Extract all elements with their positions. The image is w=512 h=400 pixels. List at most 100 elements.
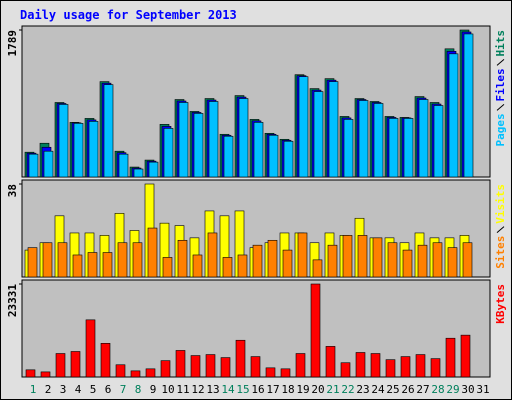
legend-label: Pages — [494, 113, 507, 146]
bar — [415, 354, 426, 378]
bar — [132, 242, 143, 278]
bar — [433, 105, 444, 178]
x-tick-label: 30 — [461, 383, 474, 396]
bar — [43, 150, 54, 178]
bar — [402, 249, 413, 278]
bar — [163, 128, 174, 178]
bar — [115, 364, 126, 378]
x-tick-label: 4 — [75, 383, 82, 396]
x-tick-label: 2 — [45, 383, 52, 396]
bar — [357, 235, 368, 278]
bar — [88, 121, 99, 178]
bar — [117, 242, 128, 278]
bar — [70, 351, 81, 378]
x-tick-label: 31 — [476, 383, 489, 396]
x-tick-label: 11 — [176, 383, 189, 396]
x-tick-label: 29 — [446, 383, 459, 396]
legend-label: KBytes — [494, 284, 507, 324]
bar — [373, 103, 384, 178]
bar — [295, 353, 306, 378]
bar — [85, 319, 96, 378]
x-tick-label: 23 — [356, 383, 369, 396]
bar — [42, 242, 53, 278]
x-tick-label: 9 — [150, 383, 157, 396]
bar — [205, 354, 216, 378]
bar — [27, 247, 38, 278]
x-tick-label: 28 — [431, 383, 444, 396]
bar — [282, 249, 293, 278]
chart-title: Daily usage for September 2013 — [20, 8, 237, 22]
bar — [355, 352, 366, 378]
bar — [175, 350, 186, 378]
bar — [87, 252, 98, 278]
legend-label: Hits — [494, 30, 507, 57]
bar — [283, 140, 294, 178]
x-tick-label: 18 — [281, 383, 294, 396]
bar — [448, 53, 459, 178]
bar — [400, 356, 411, 378]
bar — [73, 123, 84, 178]
x-tick-label: 7 — [120, 383, 127, 396]
bar — [133, 168, 144, 178]
bar — [340, 362, 351, 378]
bar — [297, 232, 308, 278]
bar — [447, 247, 458, 278]
bar — [220, 357, 231, 378]
x-tick-label: 16 — [251, 383, 264, 396]
x-tick-label: 26 — [401, 383, 414, 396]
bar — [192, 254, 203, 278]
bar — [298, 76, 309, 178]
bar — [253, 122, 264, 178]
bar — [372, 237, 383, 278]
bar — [388, 118, 399, 178]
bar — [57, 242, 68, 278]
bar — [208, 101, 219, 178]
bar — [358, 100, 369, 178]
x-tick-label: 19 — [296, 383, 309, 396]
bar — [312, 259, 323, 278]
x-tick-label: 1 — [30, 383, 37, 396]
x-tick-label: 8 — [135, 383, 142, 396]
bar — [460, 334, 471, 378]
bar — [265, 367, 276, 378]
x-tick-label: 12 — [191, 383, 204, 396]
x-tick-label: 22 — [341, 383, 354, 396]
bar — [250, 356, 261, 378]
bar — [328, 81, 339, 178]
bar — [223, 135, 234, 178]
bar — [267, 239, 278, 278]
bar — [145, 368, 156, 378]
bar — [387, 242, 398, 278]
bar — [147, 227, 158, 278]
bar — [327, 244, 338, 278]
bar — [28, 153, 39, 178]
y-tick-label: 1789 — [6, 30, 19, 57]
bar — [103, 84, 114, 178]
y-tick-label: 23331 — [6, 284, 19, 317]
bar — [370, 353, 381, 378]
x-tick-label: 21 — [326, 383, 339, 396]
bar — [325, 346, 336, 378]
bar — [100, 343, 111, 378]
bar — [268, 134, 279, 178]
bar — [238, 98, 249, 178]
bar — [25, 369, 36, 378]
y-tick-label: 38 — [6, 184, 19, 197]
bar — [462, 242, 473, 278]
x-tick-label: 17 — [266, 383, 279, 396]
bar — [343, 119, 354, 178]
x-tick-label: 25 — [386, 383, 399, 396]
bar — [430, 358, 441, 378]
x-tick-label: 27 — [416, 383, 429, 396]
bar — [235, 339, 246, 378]
bar — [162, 257, 173, 278]
bar — [342, 235, 353, 278]
x-tick-label: 24 — [371, 383, 385, 396]
x-tick-label: 5 — [90, 383, 97, 396]
bar — [252, 244, 263, 278]
bar — [222, 257, 233, 278]
bar — [148, 161, 159, 178]
bar — [432, 242, 443, 278]
bar — [193, 113, 204, 178]
bar — [463, 33, 474, 178]
